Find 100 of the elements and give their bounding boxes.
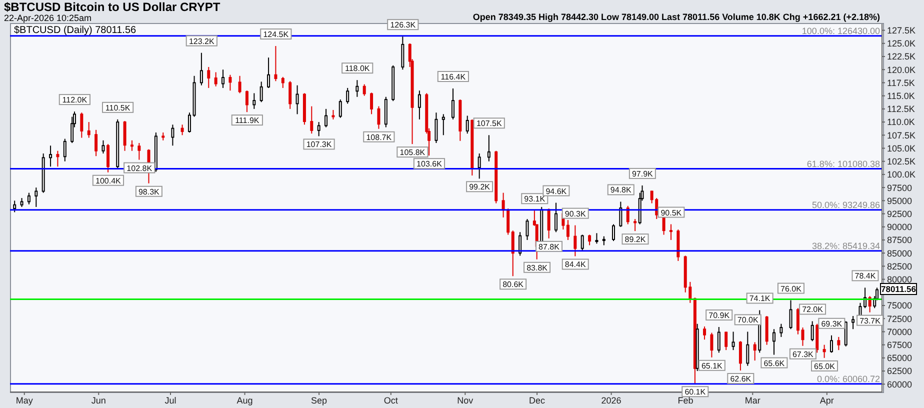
y-tick-label: 75000 (887, 300, 912, 311)
annotation: 116.4K (440, 72, 466, 82)
y-tick-label: 102.5K (887, 156, 916, 167)
candlestick (87, 122, 90, 138)
annotation: 94.6K (546, 186, 568, 196)
candlestick (837, 336, 840, 351)
y-tick-label: 122.5K (887, 52, 916, 62)
annotation: 108.7K (366, 132, 392, 142)
ref-line-label: 100.0%: 126430.00 (802, 26, 880, 36)
candlestick (487, 134, 490, 162)
candlestick (288, 80, 292, 110)
candlestick (214, 72, 218, 87)
x-tick-label: Feb (678, 395, 694, 406)
candlestick (296, 84, 299, 115)
candlestick (511, 230, 514, 277)
candlestick (252, 92, 256, 110)
y-tick-label: 67500 (887, 340, 912, 350)
candlestick (56, 150, 60, 168)
candlestick (478, 152, 481, 180)
x-tick-label: Jul (164, 395, 176, 406)
y-tick-label: 72500 (887, 314, 912, 324)
annotation: 76.0K (780, 284, 802, 294)
chart-subtitle: 22-Apr-2026 10:25am (4, 13, 92, 23)
y-tick-label: 87500 (887, 235, 912, 246)
candlestick (200, 52, 203, 86)
candlestick (738, 340, 742, 372)
candlestick (588, 234, 592, 246)
annotation: 84.4K (564, 260, 586, 270)
candlestick (669, 224, 672, 240)
annotation: 111.9K (235, 116, 260, 126)
candlestick (612, 224, 615, 242)
candlestick (106, 144, 110, 173)
x-tick-label: 2026 (601, 395, 622, 406)
annotation: 107.5K (476, 119, 502, 128)
candlestick (830, 334, 833, 354)
candlestick (434, 112, 438, 144)
candlestick (281, 76, 284, 88)
candlestick (63, 138, 66, 162)
candlestick (566, 220, 570, 240)
candlestick (442, 114, 445, 136)
candlestick (130, 140, 134, 152)
annotation: 65.1K (701, 361, 724, 370)
candlestick (27, 192, 30, 205)
candlestick (49, 145, 52, 168)
annotation: $BTCUSD (Daily) 78011.56 (14, 25, 136, 36)
candlestick (554, 202, 558, 233)
annotation: 65.0K (814, 362, 836, 371)
candlestick (332, 109, 335, 120)
y-tick-label: 90000 (887, 222, 912, 232)
candlestick (222, 69, 225, 88)
x-tick-label: Sep (311, 395, 328, 406)
y-tick-label: 125.0K (887, 38, 916, 49)
annotation: 80.6K (502, 280, 524, 290)
candlestick (619, 201, 622, 228)
x-tick-label: Nov (457, 395, 474, 406)
candlestick (466, 115, 469, 134)
candlestick (595, 232, 598, 244)
candlestick (362, 84, 366, 96)
y-tick-label: 80000 (887, 274, 912, 284)
x-tick-label: Apr (820, 395, 834, 406)
annotation: 112.0K (62, 96, 88, 105)
candlestick (80, 112, 84, 138)
y-tick-label: 65000 (887, 353, 912, 364)
candlestick (245, 90, 248, 113)
y-tick-label: 62500 (887, 366, 912, 376)
x-tick-label: Mar (744, 395, 760, 406)
annotation: 67.3K (792, 350, 814, 359)
candlestick (377, 106, 380, 130)
annotation: 102.8K (126, 164, 153, 173)
candlestick (238, 75, 242, 94)
ref-line-label: 61.8%: 101080.38 (806, 158, 880, 169)
y-tick-label: 97500 (887, 182, 912, 193)
candlestick (34, 187, 38, 208)
y-tick-label: 112.5K (887, 104, 915, 114)
candlestick (547, 208, 550, 239)
y-tick-label: 92500 (887, 208, 912, 219)
y-tick-label: 110.0K (887, 117, 915, 128)
y-tick-label: 82500 (887, 261, 912, 272)
annotation: 70.0K (737, 316, 759, 325)
annotation: 105.8K (400, 148, 426, 158)
x-tick-label: May (16, 395, 34, 406)
annotation: 90.3K (564, 209, 586, 218)
candlestick (123, 120, 126, 152)
chart-title: $BTCUSD Bitcoin to US Dollar CRYPT (4, 0, 220, 14)
candlestick (780, 323, 783, 338)
annotation: 69.3K (821, 319, 843, 328)
annotation: 118.0K (344, 64, 370, 74)
y-tick-label: 120.0K (887, 64, 916, 75)
x-tick-label: Oct (384, 395, 398, 406)
candlestick (852, 315, 855, 330)
annotation: 65.6K (764, 358, 786, 368)
annotation: 78011.56 (880, 283, 917, 295)
annotation: 90.5K (660, 208, 682, 218)
annotation: 74.1K (749, 294, 771, 304)
x-tick-label: Jun (91, 395, 106, 406)
candlestick (451, 88, 454, 120)
y-tick-label: 70000 (887, 326, 912, 337)
annotation: 110.5K (105, 103, 131, 112)
candlestick (94, 129, 98, 157)
candlestick (267, 57, 270, 88)
